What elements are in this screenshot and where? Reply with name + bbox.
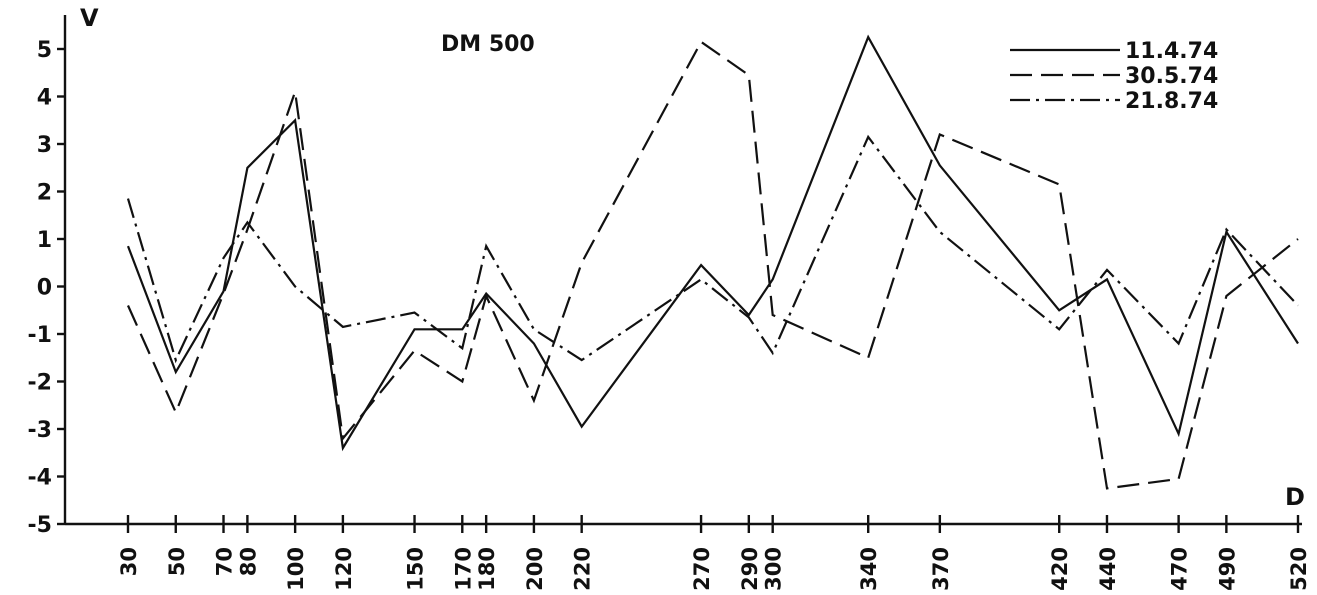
- y-tick-label: 2: [37, 181, 52, 206]
- x-tick-label: 170: [451, 547, 475, 591]
- series-line-11.4.74: [126, 34, 1299, 452]
- x-tick-label: 180: [475, 547, 499, 591]
- y-tick-label: 5: [37, 38, 52, 63]
- y-tick-label: -1: [28, 323, 52, 348]
- chart-title: DM 500: [441, 32, 535, 57]
- x-tick-label: 520: [1287, 547, 1311, 591]
- legend-label: 11.4.74: [1125, 39, 1218, 64]
- series-line-30.5.74: [126, 40, 1299, 490]
- x-tick-label: 370: [929, 547, 953, 591]
- x-tick-label: 300: [762, 547, 786, 591]
- y-tick-label: -2: [28, 371, 52, 396]
- y-tick-label: -3: [28, 418, 52, 443]
- y-tick-label: 4: [37, 86, 52, 111]
- x-tick-label: 80: [236, 547, 260, 576]
- x-tick-label: 470: [1168, 547, 1192, 591]
- x-tick-label: 100: [284, 547, 308, 591]
- axes: [63, 15, 1302, 526]
- x-tick-label: 490: [1215, 547, 1239, 591]
- y-tick-label: 1: [37, 228, 52, 253]
- x-tick-label: 150: [404, 547, 428, 591]
- x-tick-label: 120: [332, 547, 356, 591]
- x-tick-label: 290: [738, 547, 762, 591]
- x-axis-label: D: [1285, 483, 1305, 511]
- y-axis-label: V: [80, 4, 99, 32]
- x-tick-label: 200: [523, 547, 547, 591]
- x-tick-label: 50: [165, 547, 189, 576]
- x-tick-label: 270: [690, 547, 714, 591]
- x-tick-label: 70: [213, 547, 237, 576]
- y-tick-label: -4: [28, 466, 52, 491]
- y-tick-label: -5: [28, 513, 52, 538]
- y-tick-label: 3: [37, 133, 52, 158]
- series-line-21.8.74: [126, 134, 1299, 364]
- legend-label: 30.5.74: [1125, 64, 1218, 89]
- x-tick-label: 440: [1096, 547, 1120, 591]
- x-ticks: 30 50 70 80 100 120 150 170 180 200 220 270 290 300 34…: [117, 515, 1311, 591]
- y-ticks: 5 4 3 2 1 0 -1 -2 -3 -4 -5: [28, 38, 65, 538]
- y-tick-label: 0: [37, 276, 52, 301]
- x-tick-label: 30: [117, 547, 141, 576]
- x-tick-label: 420: [1048, 547, 1072, 591]
- series-lines: [126, 34, 1299, 490]
- x-tick-label: 340: [857, 547, 881, 591]
- legend-label: 21.8.74: [1125, 89, 1218, 114]
- x-tick-label: 220: [571, 547, 595, 591]
